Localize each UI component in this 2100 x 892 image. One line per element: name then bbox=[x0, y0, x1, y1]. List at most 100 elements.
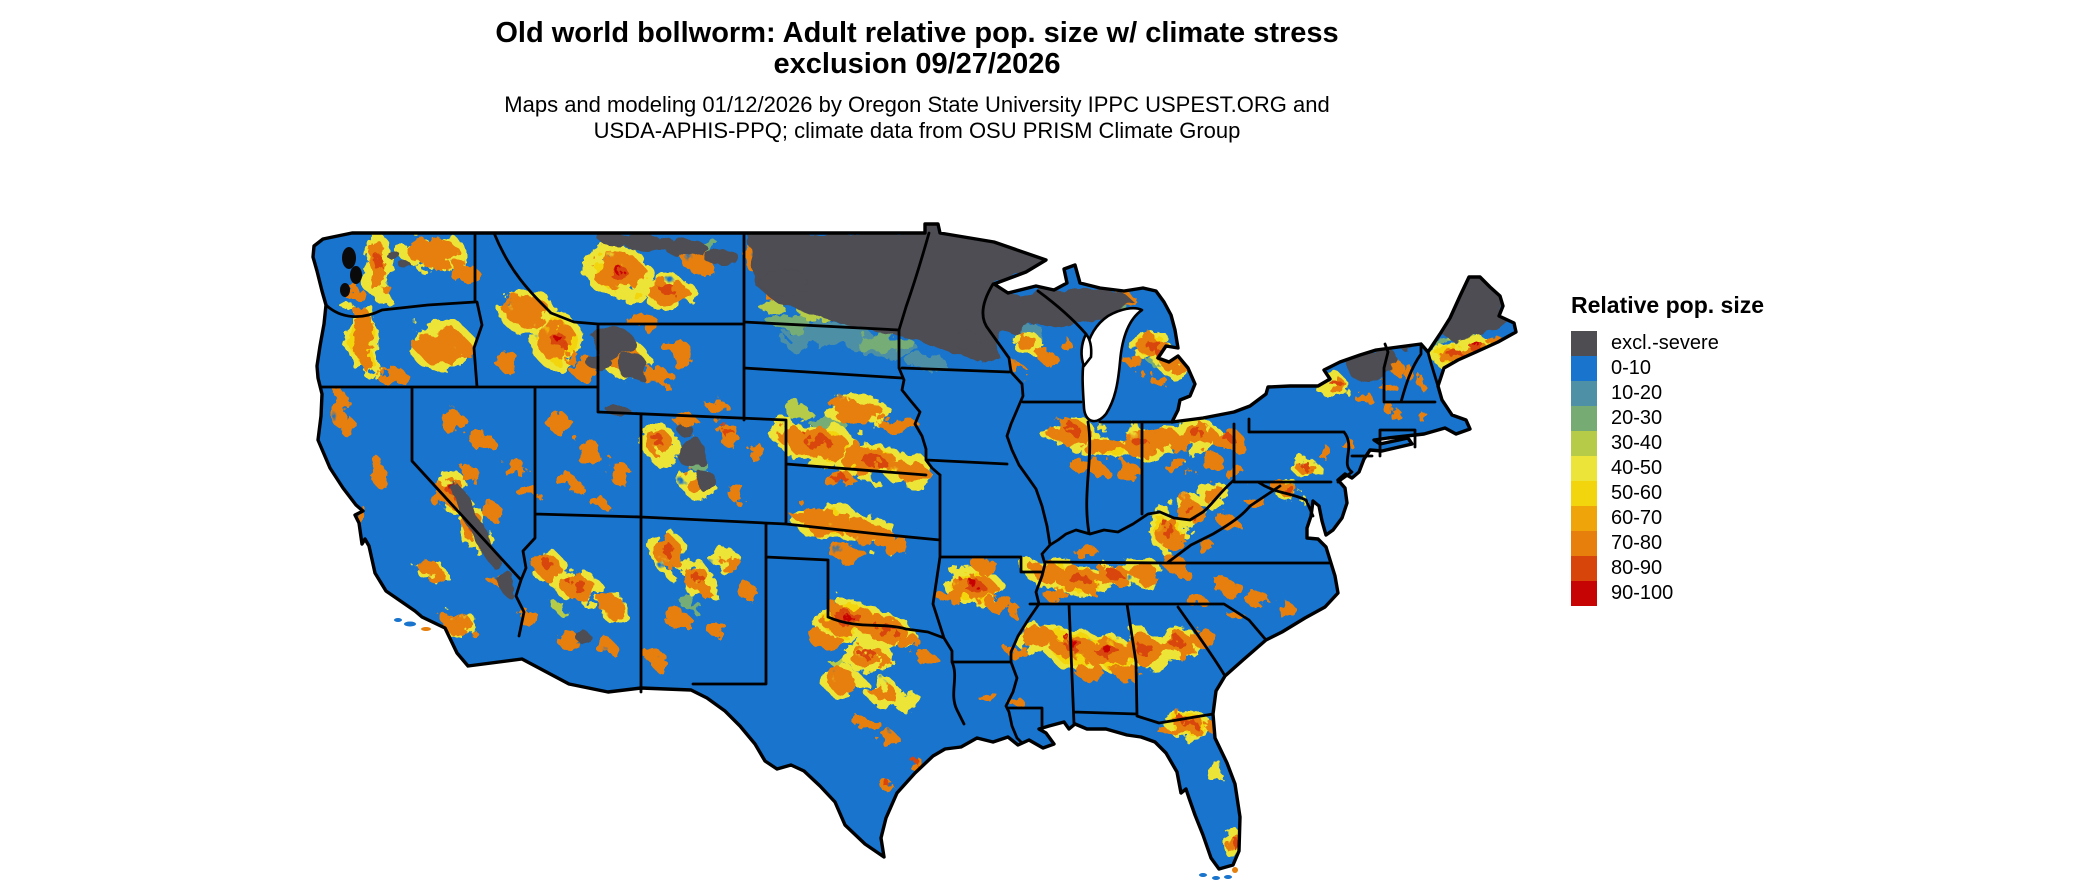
raster-blob bbox=[377, 369, 409, 385]
raster-blob bbox=[708, 399, 728, 415]
raster-blob bbox=[340, 417, 356, 437]
raster-blob bbox=[554, 335, 562, 341]
raster-blob bbox=[676, 421, 690, 435]
legend-swatch bbox=[1571, 331, 1597, 356]
raster-blob bbox=[877, 535, 909, 553]
raster-blob bbox=[974, 559, 998, 575]
raster-blob bbox=[890, 460, 926, 480]
raster-blob bbox=[1039, 351, 1057, 365]
raster-blob bbox=[642, 367, 674, 387]
raster-blob bbox=[830, 473, 846, 481]
raster-blob bbox=[1448, 351, 1464, 359]
raster-blob bbox=[1145, 340, 1161, 350]
raster-blob bbox=[896, 634, 920, 650]
subtitle-line-1: Maps and modeling 01/12/2026 by Oregon S… bbox=[504, 92, 1330, 117]
legend-swatch bbox=[1571, 506, 1597, 531]
legend-label: 0-10 bbox=[1611, 357, 1652, 379]
legend-item: 40-50 bbox=[1571, 456, 1831, 481]
legend-item: 30-40 bbox=[1571, 431, 1831, 456]
raster-blob bbox=[1017, 337, 1039, 351]
raster-blob bbox=[785, 406, 811, 418]
raster-blob bbox=[546, 412, 570, 432]
legend-swatch bbox=[1571, 456, 1597, 481]
red-orange-layer bbox=[373, 254, 1486, 848]
legend-label: excl.-severe bbox=[1611, 332, 1719, 354]
raster-blob bbox=[518, 484, 538, 500]
raster-blob bbox=[500, 572, 516, 596]
us-population-map bbox=[311, 222, 1518, 880]
raster-blob bbox=[652, 434, 664, 446]
legend-title: Relative pop. size bbox=[1571, 292, 1765, 318]
raster-blob bbox=[870, 684, 896, 700]
raster-blob bbox=[906, 354, 946, 370]
raster-blob bbox=[383, 248, 397, 256]
raster-blob bbox=[1278, 605, 1298, 619]
raster-blob bbox=[1214, 579, 1242, 595]
legend-swatch bbox=[1571, 431, 1597, 456]
raster-blob bbox=[439, 412, 467, 432]
great-lakes bbox=[1080, 306, 1144, 423]
legend-items: excl.-severe 0-10 10-20 20-30 30-40 40-50 50-6… bbox=[1571, 331, 1831, 606]
legend-label: 60-70 bbox=[1611, 507, 1663, 529]
raster-blob bbox=[893, 692, 923, 712]
islands-and-keys bbox=[394, 618, 1238, 880]
raster-blob bbox=[832, 402, 884, 422]
raster-blob bbox=[1380, 381, 1396, 393]
raster-blob bbox=[353, 307, 373, 367]
raster-blob bbox=[648, 652, 668, 668]
map-title: Old world bollworm: Adult relative pop. … bbox=[0, 18, 1834, 80]
raster-blob bbox=[1474, 344, 1482, 348]
raster-blob bbox=[1246, 592, 1270, 608]
legend-swatch bbox=[1571, 581, 1597, 606]
raster-blob bbox=[1207, 721, 1229, 735]
raster-blob bbox=[660, 285, 676, 295]
raster-blob bbox=[576, 438, 600, 466]
lake-michigan bbox=[1081, 306, 1144, 423]
raster-blob bbox=[740, 582, 756, 602]
raster-blob bbox=[1389, 360, 1403, 374]
raster-blob bbox=[596, 639, 616, 655]
raster-blob bbox=[553, 604, 567, 612]
raster-blob bbox=[1219, 515, 1237, 529]
legend-swatch bbox=[1571, 381, 1597, 406]
raster-blob bbox=[830, 546, 866, 562]
raster-blob bbox=[728, 486, 748, 502]
raster-blob bbox=[666, 338, 690, 366]
raster-blob bbox=[1059, 339, 1073, 349]
raster-blob bbox=[506, 296, 550, 328]
raster-blob bbox=[842, 615, 854, 621]
raster-blob bbox=[912, 759, 920, 765]
legend-label: 90-100 bbox=[1611, 582, 1674, 604]
raster-blob bbox=[694, 572, 702, 584]
raster-blob bbox=[570, 580, 586, 590]
raster-blob bbox=[501, 458, 525, 476]
legend-item: 90-100 bbox=[1571, 581, 1831, 606]
raster-blob bbox=[1133, 643, 1153, 653]
raster-blob bbox=[804, 436, 832, 448]
legend-swatch bbox=[1571, 406, 1597, 431]
raster-blob bbox=[1013, 365, 1027, 375]
raster-blob bbox=[759, 301, 787, 313]
raster-blob bbox=[1020, 626, 1056, 648]
raster-blob bbox=[542, 561, 554, 569]
raster-blob bbox=[1354, 391, 1372, 403]
raster-blob bbox=[1457, 363, 1475, 373]
raster-blob bbox=[702, 249, 738, 263]
raster-blob bbox=[1076, 547, 1100, 561]
legend-item: 80-90 bbox=[1571, 556, 1831, 581]
title-line-2: exclusion 09/27/2026 bbox=[773, 48, 1061, 80]
raster-blob bbox=[722, 428, 734, 436]
raster-blob bbox=[496, 352, 520, 372]
raster-blob bbox=[417, 329, 469, 365]
raster-blob bbox=[330, 387, 346, 427]
raster-blob bbox=[861, 455, 885, 465]
raster-blob bbox=[1318, 448, 1334, 460]
legend-item: 10-20 bbox=[1571, 381, 1831, 406]
raster-blob bbox=[601, 597, 625, 617]
raster-blob bbox=[1186, 504, 1194, 516]
raster-blob bbox=[679, 436, 705, 470]
raster-blob bbox=[1083, 436, 1123, 458]
subtitle-line-2: USDA-APHIS-PPQ; climate data from OSU PR… bbox=[593, 118, 1241, 143]
raster-blob bbox=[426, 636, 450, 648]
